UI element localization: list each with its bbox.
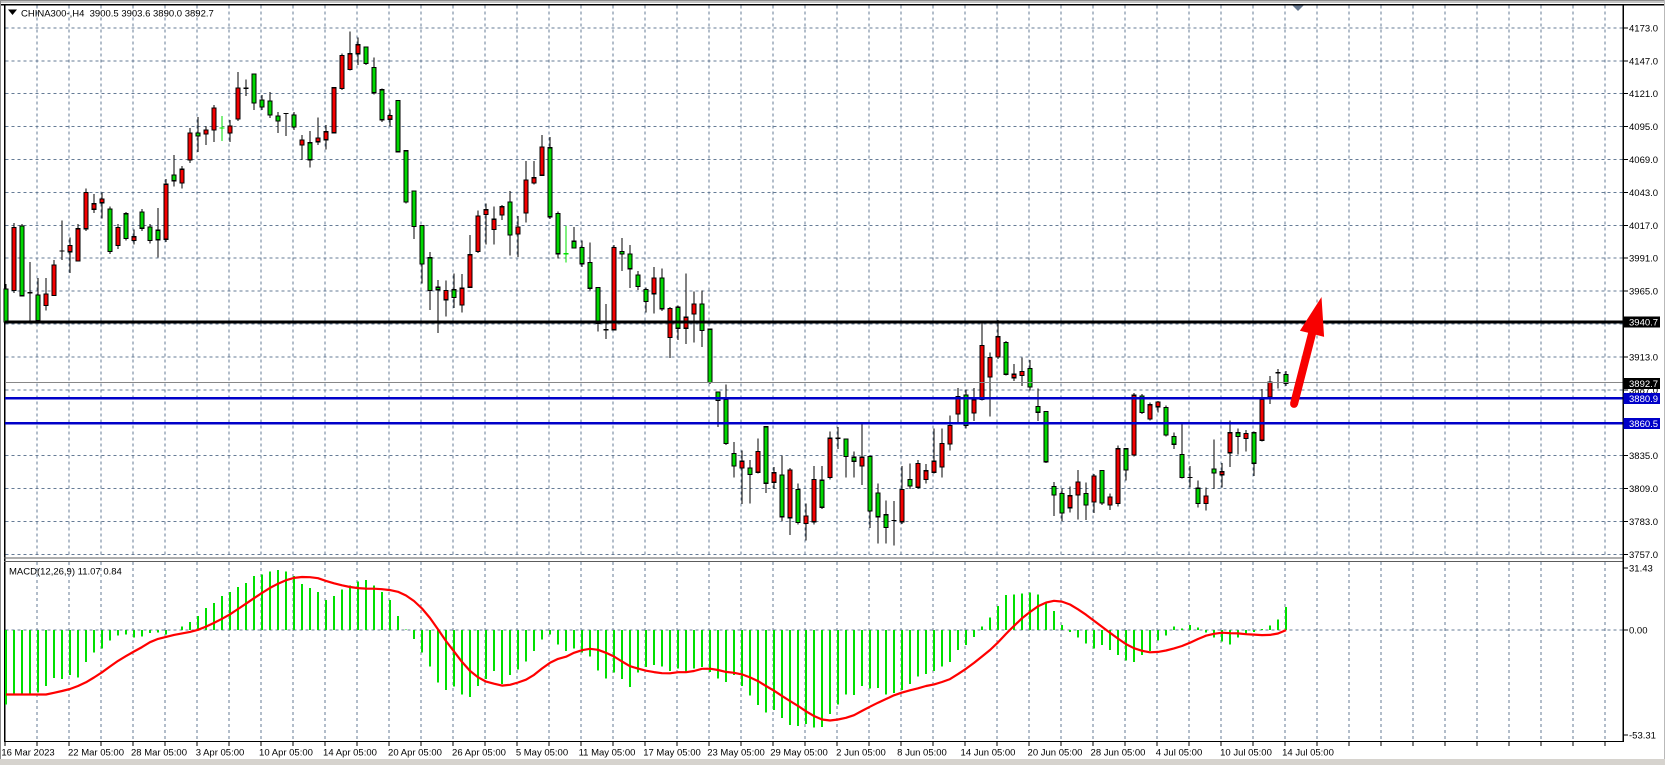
svg-text:14 Jul 05:00: 14 Jul 05:00 [1282,748,1334,759]
svg-text:4095.0: 4095.0 [1629,122,1658,133]
svg-text:3 Apr 05:00: 3 Apr 05:00 [196,748,245,759]
svg-text:4069.0: 4069.0 [1629,155,1658,166]
svg-text:4 Jul 05:00: 4 Jul 05:00 [1156,748,1202,759]
svg-text:3880.9: 3880.9 [1629,394,1658,405]
svg-text:3887.0: 3887.0 [1629,385,1658,396]
svg-text:2 Jun 05:00: 2 Jun 05:00 [836,748,886,759]
svg-text:3860.5: 3860.5 [1629,419,1658,430]
svg-text:28 Mar 05:00: 28 Mar 05:00 [131,748,187,759]
svg-text:29 May 05:00: 29 May 05:00 [770,748,828,759]
svg-text:3892.7: 3892.7 [1629,379,1658,390]
svg-text:10 Jul 05:00: 10 Jul 05:00 [1220,748,1272,759]
svg-text:CHINA300-,H4 3900.5 3903.6 38: CHINA300-,H4 3900.5 3903.6 3890.0 3892.7 [21,9,214,20]
svg-text:-53.31: -53.31 [1629,731,1656,742]
svg-text:10 Apr 05:00: 10 Apr 05:00 [259,748,313,759]
svg-text:5 May 05:00: 5 May 05:00 [516,748,568,759]
svg-text:20 Jun 05:00: 20 Jun 05:00 [1028,748,1083,759]
svg-text:14 Jun 05:00: 14 Jun 05:00 [961,748,1016,759]
svg-text:4121.0: 4121.0 [1629,89,1658,100]
svg-text:0.00: 0.00 [1629,626,1648,637]
svg-text:3783.0: 3783.0 [1629,517,1658,528]
svg-text:3940.7: 3940.7 [1629,318,1658,329]
svg-text:3835.0: 3835.0 [1629,451,1658,462]
svg-text:16 Mar 2023: 16 Mar 2023 [1,748,54,759]
svg-text:31.43: 31.43 [1629,564,1653,575]
svg-text:3913.0: 3913.0 [1629,352,1658,363]
svg-text:8 Jun 05:00: 8 Jun 05:00 [897,748,947,759]
svg-text:20 Apr 05:00: 20 Apr 05:00 [388,748,442,759]
svg-text:26 Apr 05:00: 26 Apr 05:00 [452,748,506,759]
svg-text:28 Jun 05:00: 28 Jun 05:00 [1091,748,1146,759]
svg-text:11 May 05:00: 11 May 05:00 [579,748,636,759]
svg-text:3757.0: 3757.0 [1629,550,1658,561]
svg-text:MACD(12,26,9) 11.07 0.84: MACD(12,26,9) 11.07 0.84 [9,567,122,578]
svg-text:3809.0: 3809.0 [1629,484,1658,495]
svg-text:3965.0: 3965.0 [1629,287,1658,298]
svg-text:3991.0: 3991.0 [1629,254,1658,265]
svg-text:14 Apr 05:00: 14 Apr 05:00 [323,748,377,759]
svg-text:4017.0: 4017.0 [1629,221,1658,232]
svg-text:4147.0: 4147.0 [1629,56,1658,67]
svg-text:22 Mar 05:00: 22 Mar 05:00 [68,748,124,759]
svg-text:23 May 05:00: 23 May 05:00 [707,748,765,759]
svg-text:4173.0: 4173.0 [1629,23,1658,34]
svg-text:4043.0: 4043.0 [1629,188,1658,199]
svg-text:17 May 05:00: 17 May 05:00 [643,748,701,759]
